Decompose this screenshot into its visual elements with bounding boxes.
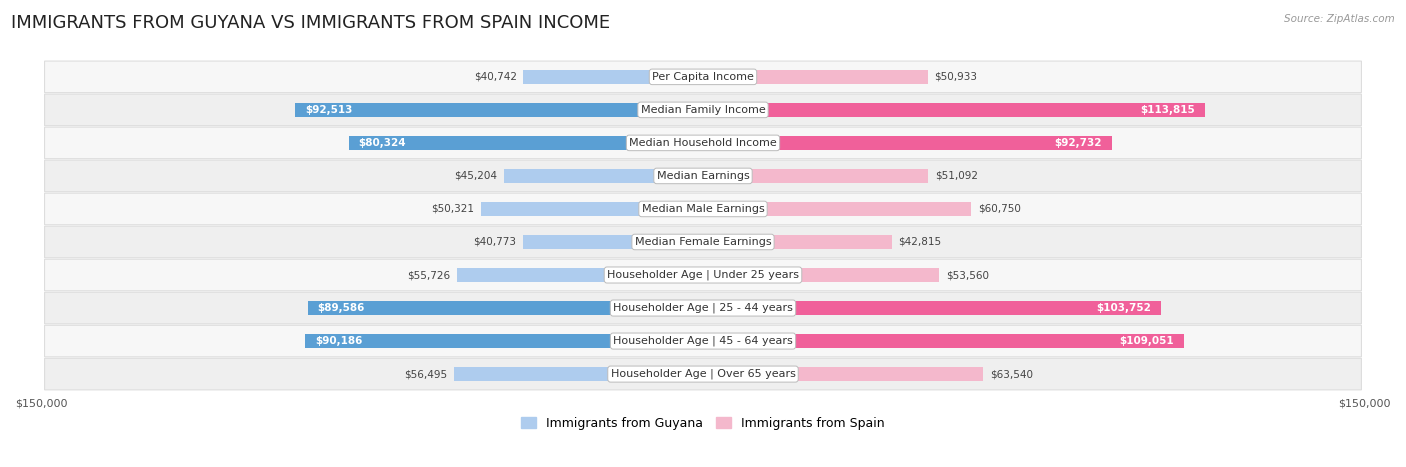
FancyBboxPatch shape [45,325,1361,357]
Bar [457,268,703,282]
FancyBboxPatch shape [45,61,1361,92]
FancyBboxPatch shape [45,292,1361,324]
Text: $103,752: $103,752 [1095,303,1150,313]
Text: $92,732: $92,732 [1054,138,1102,148]
Text: Householder Age | Over 65 years: Householder Age | Over 65 years [610,369,796,379]
FancyBboxPatch shape [45,94,1361,126]
Bar [703,235,891,249]
Text: $50,933: $50,933 [935,72,977,82]
Bar [305,334,703,348]
FancyBboxPatch shape [45,259,1361,291]
Bar [503,169,703,183]
Text: $45,204: $45,204 [454,171,496,181]
FancyBboxPatch shape [45,358,1361,390]
Text: $89,586: $89,586 [318,303,366,313]
Text: $40,773: $40,773 [474,237,516,247]
Bar [703,367,983,381]
Text: Householder Age | 45 - 64 years: Householder Age | 45 - 64 years [613,336,793,347]
Text: $42,815: $42,815 [898,237,942,247]
Bar [703,301,1161,315]
Bar [481,202,703,216]
Bar [349,136,703,150]
Bar [703,70,928,84]
Text: $92,513: $92,513 [305,105,352,115]
Text: $63,540: $63,540 [990,369,1033,379]
Text: $51,092: $51,092 [935,171,979,181]
Text: Householder Age | 25 - 44 years: Householder Age | 25 - 44 years [613,303,793,313]
Text: $53,560: $53,560 [946,270,988,280]
Bar [295,103,703,117]
Bar [703,202,972,216]
Text: Median Family Income: Median Family Income [641,105,765,115]
Text: Source: ZipAtlas.com: Source: ZipAtlas.com [1284,14,1395,24]
Bar [703,103,1205,117]
FancyBboxPatch shape [45,127,1361,159]
Text: Median Household Income: Median Household Income [628,138,778,148]
Text: Median Male Earnings: Median Male Earnings [641,204,765,214]
FancyBboxPatch shape [45,160,1361,192]
Text: $50,321: $50,321 [432,204,474,214]
Text: $56,495: $56,495 [404,369,447,379]
Bar [523,235,703,249]
Bar [703,169,928,183]
FancyBboxPatch shape [45,193,1361,225]
Text: Median Female Earnings: Median Female Earnings [634,237,772,247]
Text: $90,186: $90,186 [315,336,363,346]
Text: Per Capita Income: Per Capita Income [652,72,754,82]
Bar [523,70,703,84]
Text: Median Earnings: Median Earnings [657,171,749,181]
Bar [703,268,939,282]
Bar [703,136,1112,150]
Bar [703,334,1184,348]
Bar [308,301,703,315]
Legend: Immigrants from Guyana, Immigrants from Spain: Immigrants from Guyana, Immigrants from … [516,412,890,435]
Text: $113,815: $113,815 [1140,105,1195,115]
Text: $80,324: $80,324 [359,138,406,148]
Text: $109,051: $109,051 [1119,336,1174,346]
Text: Householder Age | Under 25 years: Householder Age | Under 25 years [607,270,799,280]
Text: IMMIGRANTS FROM GUYANA VS IMMIGRANTS FROM SPAIN INCOME: IMMIGRANTS FROM GUYANA VS IMMIGRANTS FRO… [11,14,610,32]
FancyBboxPatch shape [45,226,1361,258]
Text: $40,742: $40,742 [474,72,516,82]
Text: $60,750: $60,750 [977,204,1021,214]
Text: $55,726: $55,726 [408,270,450,280]
Bar [454,367,703,381]
